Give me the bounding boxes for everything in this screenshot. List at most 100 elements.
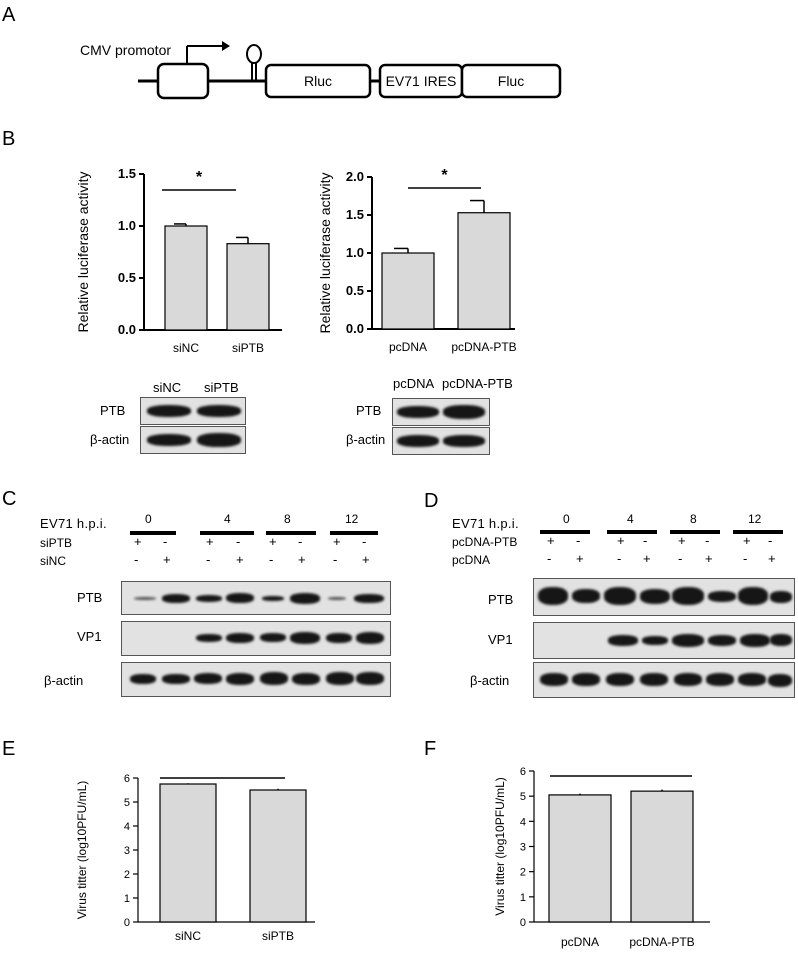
fluc-label: Fluc	[498, 73, 524, 89]
c-r1-s3: -	[236, 534, 241, 549]
wb-b-right-row1: PTB	[356, 403, 382, 418]
wb-b-right-ptb	[392, 398, 490, 426]
b-right-ytick-label-1: 0.5	[346, 283, 364, 298]
promoter-label: CMV promotor	[80, 42, 171, 58]
d-blot-actin	[533, 662, 795, 698]
d-r2-s4: -	[678, 551, 683, 566]
f-sig-star: *	[618, 765, 625, 772]
c-timebar-12	[330, 531, 378, 535]
b-left-bar-1	[226, 243, 270, 331]
f-ytick-label-2: 2	[520, 867, 526, 879]
e-bar-0	[159, 783, 217, 923]
b-right-category-1: pcDNA-PTB	[451, 340, 516, 354]
d-row1-label: pcDNA-PTB	[452, 535, 518, 549]
d-r2-s1: +	[576, 551, 584, 566]
d-row2-label: pcDNA	[452, 553, 491, 567]
wb-b-left-col2: siPTB	[204, 380, 239, 395]
f-ytick-label-1: 1	[520, 892, 526, 904]
d-r2-s0: -	[547, 551, 552, 566]
panel-label-c: C	[2, 488, 17, 510]
d-timebar-8	[670, 530, 720, 534]
d-r1-s6: +	[743, 533, 751, 548]
c-r2-s3: +	[236, 552, 244, 567]
d-blot-label-actin: β-actin	[470, 673, 510, 688]
c-blot-vp1	[121, 621, 391, 656]
b-left-ytick-label-0: 0.0	[118, 322, 136, 337]
f-ytick-label-4: 4	[520, 816, 526, 828]
e-ytick-label-2: 2	[124, 869, 130, 881]
d-header: EV71 h.p.i.	[452, 516, 519, 531]
e-ytick-label-3: 3	[124, 845, 130, 857]
fluc-box	[460, 63, 562, 99]
wb-b-right-col1: pcDNA	[393, 376, 435, 391]
d-blot-label-ptb: PTB	[488, 592, 514, 607]
c-r1-s7: -	[362, 534, 367, 549]
f-bar-1	[630, 790, 694, 923]
c-timebar-0	[130, 531, 176, 535]
d-blot-label-vp1: VP1	[488, 632, 513, 647]
c-time-4: 4	[224, 512, 231, 526]
c-blot-label-actin: β-actin	[44, 673, 84, 688]
e-bar-1	[249, 789, 307, 923]
c-r2-s1: +	[163, 552, 171, 567]
b-left-category-1: siPTB	[232, 341, 264, 355]
wb-b-left-col1: siNC	[153, 380, 182, 395]
d-time-8: 8	[690, 512, 697, 526]
wb-b-right-col2: pcDNA-PTB	[442, 376, 513, 391]
chart-e: 0 1 2 3 4 5 6 Virus titter (log10PFU/mL) siNC siP…	[75, 765, 315, 943]
d-timebar-4	[607, 530, 657, 534]
d-r2-s7: +	[768, 551, 776, 566]
wb-b-right-row2: β-actin	[346, 432, 386, 447]
b-left-sig-star: *	[196, 169, 203, 186]
panel-label-e: E	[2, 738, 16, 760]
c-r2-s6: -	[333, 552, 338, 567]
e-category-0: siNC	[175, 929, 201, 943]
e-sig-star: *	[219, 765, 226, 774]
b-right-category-0: pcDNA	[389, 340, 427, 354]
c-r1-s5: -	[298, 534, 303, 549]
b-left-ylabel: Relative luciferase activity	[75, 171, 91, 332]
chart-b-left: 0.0 0.5 1.0 1.5 Relative luciferase activity…	[75, 166, 282, 355]
b-right-bar-0	[381, 252, 435, 330]
b-right-ytick-label-4: 2.0	[346, 169, 364, 184]
d-r1-s2: +	[617, 533, 625, 548]
d-r2-s6: -	[743, 551, 748, 566]
b-left-ytick-label-3: 1.5	[118, 166, 136, 181]
d-timebar-12	[733, 530, 783, 534]
f-ytick-label-6: 6	[520, 766, 526, 778]
c-blot-ptb	[121, 581, 391, 615]
c-blot-actin	[121, 662, 391, 697]
e-category-1: siPTB	[262, 929, 294, 943]
b-right-sig-star: *	[441, 167, 448, 184]
c-blot-label-vp1: VP1	[77, 629, 102, 644]
d-r2-s5: +	[705, 551, 713, 566]
c-time-0: 0	[145, 512, 152, 526]
wb-b-right-actin	[392, 427, 490, 455]
b-left-ytick-label-2: 1.0	[118, 218, 136, 233]
promoter-box	[156, 62, 210, 100]
b-right-ylabel: Relative luciferase activity	[317, 172, 333, 333]
f-bar-0	[548, 794, 612, 923]
e-ytick-label-0: 0	[124, 917, 130, 929]
e-ytick-label-5: 5	[124, 797, 130, 809]
c-timebar-4	[200, 531, 254, 535]
c-r2-s2: -	[206, 552, 211, 567]
c-row1-label: siPTB	[40, 536, 73, 550]
wb-b-left-row1: PTB	[100, 403, 126, 418]
d-timebar-0	[540, 530, 590, 534]
c-r2-s5: +	[298, 552, 306, 567]
rluc-label: Rluc	[304, 73, 332, 89]
b-right-ytick-label-2: 1.0	[346, 245, 364, 260]
c-r1-s0: +	[134, 534, 142, 549]
c-time-8: 8	[284, 512, 291, 526]
f-ytick-label-0: 0	[520, 917, 526, 929]
b-left-bar-0	[164, 225, 208, 331]
c-timebar-8	[266, 531, 316, 535]
ires-label: EV71 IRES	[386, 73, 457, 89]
e-ytick-label-1: 1	[124, 893, 130, 905]
c-time-12: 12	[345, 512, 359, 526]
c-r2-s0: -	[134, 552, 139, 567]
d-r1-s5: -	[705, 533, 710, 548]
c-row2-label: siNC	[40, 554, 66, 568]
c-r1-s2: +	[206, 534, 214, 549]
